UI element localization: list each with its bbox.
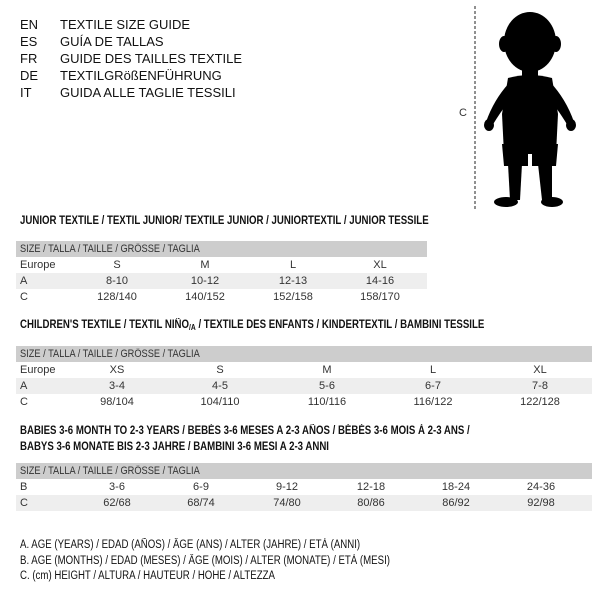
babies-section-title-line1: BABIES 3-6 MONTH TO 2-3 YEARS / BEBÉS 3-… — [20, 425, 470, 437]
table-row: C 62/68 68/74 74/80 80/86 86/92 92/98 — [16, 495, 592, 511]
table-header: SIZE / TALLA / TAILLE / GRÖSSE / TAGLIA — [16, 346, 592, 362]
table-row: C 128/140 140/152 152/158 158/170 — [20, 291, 400, 303]
table-row: C 98/104 104/110 110/116 116/122 122/128 — [20, 396, 560, 408]
table-row: A 8-10 10-12 12-13 14-16 — [16, 273, 427, 289]
table-row: Europe XS S M L XL — [20, 364, 547, 376]
legend-item: C. (cm) HEIGHT / ALTURA / HAUTEUR / HÖHE… — [20, 570, 275, 582]
junior-section-title: JUNIOR TEXTILE / TEXTIL JUNIOR/ TEXTILE … — [20, 215, 429, 227]
children-section-title: CHILDREN'S TEXTILE / TEXTIL NIÑO/A / TEX… — [20, 319, 485, 332]
legend-item: A. AGE (YEARS) / EDAD (AÑOS) / ÂGE (ANS)… — [20, 539, 361, 551]
lang-line: ES GUÍA DE TALLAS — [20, 34, 164, 49]
junior-size-table: SIZE / TALLA / TAILLE / GRÖSSE / TAGLIA … — [16, 241, 427, 305]
child-silhouette — [484, 12, 576, 207]
children-size-table: SIZE / TALLA / TAILLE / GRÖSSE / TAGLIA … — [16, 346, 592, 410]
babies-section-title-line2: BABYS 3-6 MONATE BIS 2-3 JAHRE / BAMBINI… — [20, 441, 329, 453]
child-silhouette-illustration — [474, 6, 576, 210]
babies-size-table: SIZE / TALLA / TAILLE / GRÖSSE / TAGLIA … — [16, 463, 592, 511]
legend-item: B. AGE (MONTHS) / EDAD (MESES) / ÂGE (MO… — [20, 555, 390, 567]
lang-line: EN TEXTILE SIZE GUIDE — [20, 17, 191, 32]
lang-line: DE TEXTILGRößENFÜHRUNG — [20, 68, 222, 83]
table-row: B 3-6 6-9 9-12 12-18 18-24 24-36 — [20, 481, 556, 493]
height-label: C — [459, 107, 467, 119]
table-header: SIZE / TALLA / TAILLE / GRÖSSE / TAGLIA — [16, 463, 592, 479]
table-row: A 3-4 4-5 5-6 6-7 7-8 — [16, 378, 592, 394]
table-row: Europe S M L XL — [20, 259, 387, 271]
lang-line: FR GUIDE DES TAILLES TEXTILE — [20, 51, 243, 66]
lang-line: IT GUIDA ALLE TAGLIE TESSILI — [20, 85, 236, 100]
table-header: SIZE / TALLA / TAILLE / GRÖSSE / TAGLIA — [16, 241, 427, 257]
